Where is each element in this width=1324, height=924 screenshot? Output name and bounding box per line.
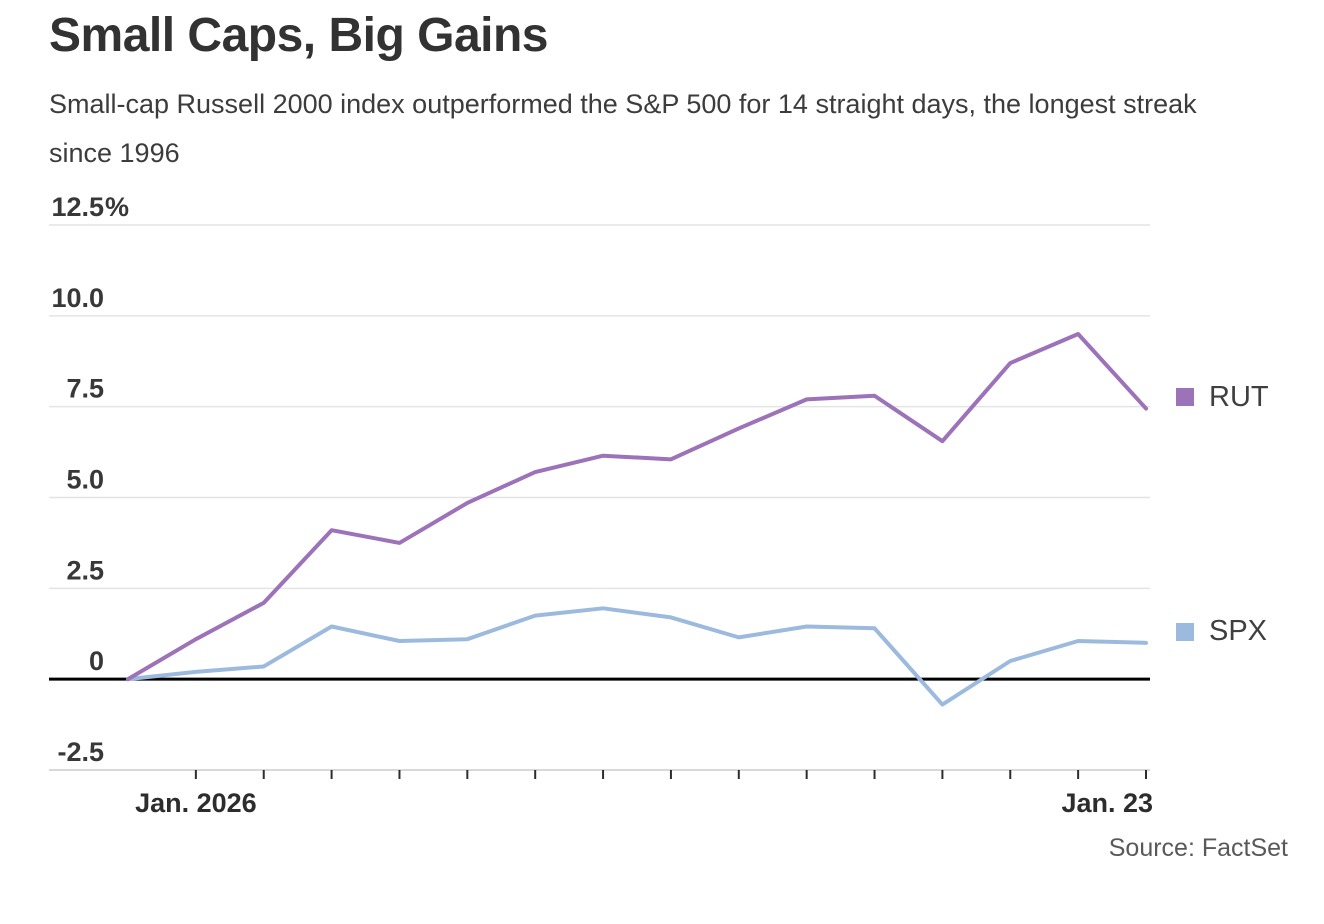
y-tick-labels: 12.5 % 10.0 7.5 5.0 2.5 0 -2.5 bbox=[51, 192, 129, 767]
x-tick-marks bbox=[194, 770, 1147, 779]
chart-subtitle: Small-cap Russell 2000 index outperforme… bbox=[49, 89, 1197, 168]
spx-legend-label: SPX bbox=[1209, 615, 1268, 648]
legend-item-spx: SPX bbox=[1176, 615, 1267, 648]
y-tick-label: 2.5 bbox=[66, 555, 104, 585]
percent-sign: % bbox=[105, 192, 129, 222]
chart-title: Small Caps, Big Gains bbox=[49, 9, 548, 62]
y-tick-label: 10.0 bbox=[51, 283, 104, 313]
y-tick-label: 7.5 bbox=[66, 374, 104, 404]
source-attribution: Source: FactSet bbox=[1108, 834, 1288, 862]
y-tick-label: 12.5 bbox=[51, 192, 104, 222]
y-tick-label: 5.0 bbox=[66, 465, 104, 495]
spx-line bbox=[126, 606, 1148, 707]
rut-swatch-icon bbox=[1176, 388, 1194, 407]
y-gridlines bbox=[49, 224, 1150, 771]
rut-legend-label: RUT bbox=[1209, 380, 1269, 413]
x-tick-label-last: Jan. 23 bbox=[1061, 788, 1153, 818]
spx-swatch-icon bbox=[1176, 622, 1194, 641]
y-tick-label: 0 bbox=[89, 646, 104, 676]
y-tick-label: -2.5 bbox=[57, 737, 104, 767]
legend-item-rut: RUT bbox=[1176, 381, 1269, 414]
x-tick-label-first: Jan. 2026 bbox=[135, 788, 257, 818]
rut-line bbox=[126, 332, 1148, 682]
